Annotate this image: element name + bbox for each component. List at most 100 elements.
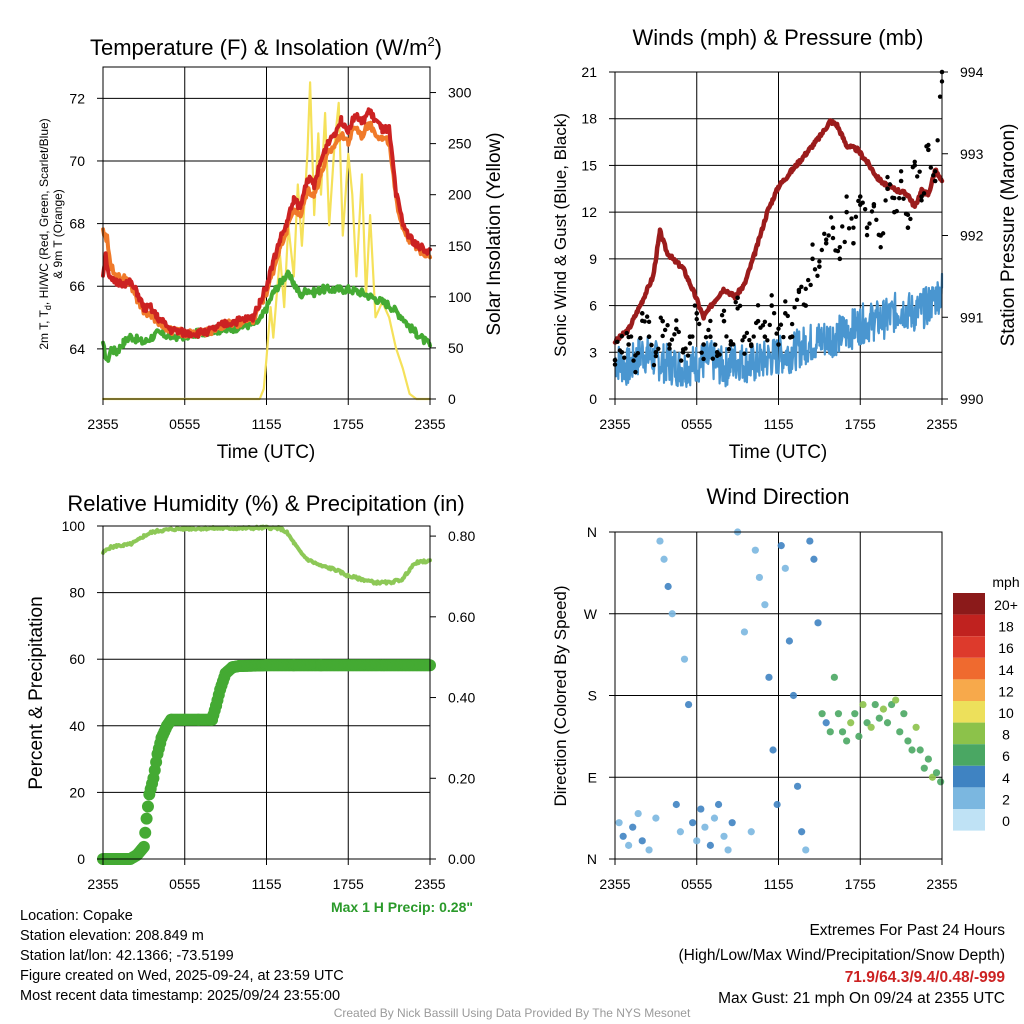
legend-label: 6 xyxy=(1002,748,1010,764)
gust-point xyxy=(656,346,661,351)
direction-point xyxy=(720,832,728,840)
gust-point xyxy=(731,342,736,347)
gust-point xyxy=(932,169,938,174)
legend-swatch xyxy=(953,787,985,809)
humidity-y2tick-label: 0.80 xyxy=(448,528,475,544)
temperature-ylabel-subscript: d xyxy=(43,305,53,310)
direction-point xyxy=(701,823,709,831)
winds-ytick-label: 6 xyxy=(589,298,597,314)
direction-point xyxy=(664,582,672,591)
temperature-title: Temperature (F) & Insolation (W/m2) xyxy=(90,34,442,60)
gust-point xyxy=(898,178,904,184)
winds-panel: Winds (mph) & Pressure (mb) 2355 0555 1155… xyxy=(551,25,1019,463)
gust-point xyxy=(708,318,713,324)
legend-label: 8 xyxy=(1002,727,1010,743)
gust-point xyxy=(822,231,827,237)
gust-point xyxy=(776,326,781,331)
direction-point xyxy=(672,800,680,809)
gust-point xyxy=(694,311,700,316)
gust-point xyxy=(619,333,625,339)
gust-point xyxy=(699,350,704,355)
gust-point xyxy=(703,334,709,340)
gust-point xyxy=(742,334,747,340)
gust-point xyxy=(844,209,849,215)
gust-point xyxy=(639,311,645,316)
gust-point xyxy=(622,355,627,360)
gust-point xyxy=(817,264,822,269)
gust-point xyxy=(751,334,756,339)
gust-point xyxy=(876,232,881,238)
winds-y2tick-label: 990 xyxy=(960,391,984,407)
temperature-xtick-label: 2355 xyxy=(87,416,118,432)
humidity-panel: Relative Humidity (%) & Precipitation (i… xyxy=(26,491,475,915)
wind-direction-ytick-label: N xyxy=(587,851,597,867)
direction-point xyxy=(629,823,637,831)
temperature-y2tick-label: 50 xyxy=(448,340,464,356)
direction-point xyxy=(920,764,928,772)
direction-point xyxy=(896,728,904,736)
gust-point xyxy=(708,334,713,340)
gust-point xyxy=(653,353,659,359)
gust-point xyxy=(767,322,772,328)
humidity-xtick-label: 2355 xyxy=(87,876,118,892)
humidity-line xyxy=(101,524,432,586)
gust-point xyxy=(617,348,623,353)
humidity-ytick-label: 40 xyxy=(69,718,85,734)
gust-point xyxy=(762,334,768,340)
gust-point xyxy=(880,231,886,236)
winds-y2tick-label: 994 xyxy=(960,64,984,80)
winds-ytick-label: 12 xyxy=(581,204,597,220)
precip-point xyxy=(140,812,153,825)
winds-ytick-label: 9 xyxy=(589,251,597,267)
gust-point xyxy=(830,235,836,241)
gust-point xyxy=(776,342,781,347)
legend-label: 18 xyxy=(998,619,1014,635)
direction-point xyxy=(924,755,932,763)
info-recent: Most recent data timestamp: 2025/09/24 2… xyxy=(20,988,341,1004)
direction-point xyxy=(785,637,794,645)
precip-point xyxy=(139,826,152,839)
legend-swatch xyxy=(953,765,985,788)
legend-label: 0 xyxy=(1002,813,1010,829)
winds-xtick-label: 2355 xyxy=(599,416,630,432)
gust-point xyxy=(728,339,734,344)
gust-point xyxy=(917,169,922,174)
gust-point xyxy=(864,232,870,238)
gust-point xyxy=(808,282,813,288)
direction-point xyxy=(847,719,855,727)
gust-point xyxy=(905,212,911,218)
gust-point xyxy=(769,293,774,298)
gust-point xyxy=(744,330,750,336)
direction-point xyxy=(684,700,693,709)
legend-title: mph xyxy=(992,574,1019,590)
gust-point xyxy=(649,342,654,348)
direction-point xyxy=(765,673,773,681)
legend-swatch xyxy=(953,593,985,615)
humidity-ytick-label: 20 xyxy=(69,784,85,800)
wind-direction-grid xyxy=(615,532,942,859)
gust-point xyxy=(646,334,652,340)
direction-point xyxy=(867,723,875,731)
direction-point xyxy=(838,728,847,736)
temp-2m-line xyxy=(101,107,432,339)
gust-point xyxy=(860,200,865,205)
footer-credit: Created By Nick Bassill Using Data Provi… xyxy=(333,1006,691,1020)
direction-point xyxy=(634,809,642,818)
gust-point xyxy=(638,335,643,341)
direction-point xyxy=(871,700,879,709)
temperature-xtick-label: 0555 xyxy=(169,416,200,432)
gust-point xyxy=(853,214,859,220)
direction-point xyxy=(697,805,705,813)
direction-point xyxy=(814,619,822,627)
gust-point xyxy=(926,147,931,153)
direction-point xyxy=(693,837,701,845)
speed-legend: 20+ 18 16 14 12 10 8 6 4 2 0 xyxy=(953,593,1018,831)
gust-point xyxy=(823,240,829,246)
temperature-y2tick-label: 200 xyxy=(448,187,472,203)
winds-y2tick-label: 993 xyxy=(960,146,984,162)
direction-point xyxy=(680,655,689,663)
gust-point xyxy=(806,277,811,283)
wind-direction-panel: Wind Direction 2355 0555 1155 1755 2355NESWN… xyxy=(551,484,1020,892)
direction-point xyxy=(916,746,924,754)
legend-swatch xyxy=(953,701,985,723)
